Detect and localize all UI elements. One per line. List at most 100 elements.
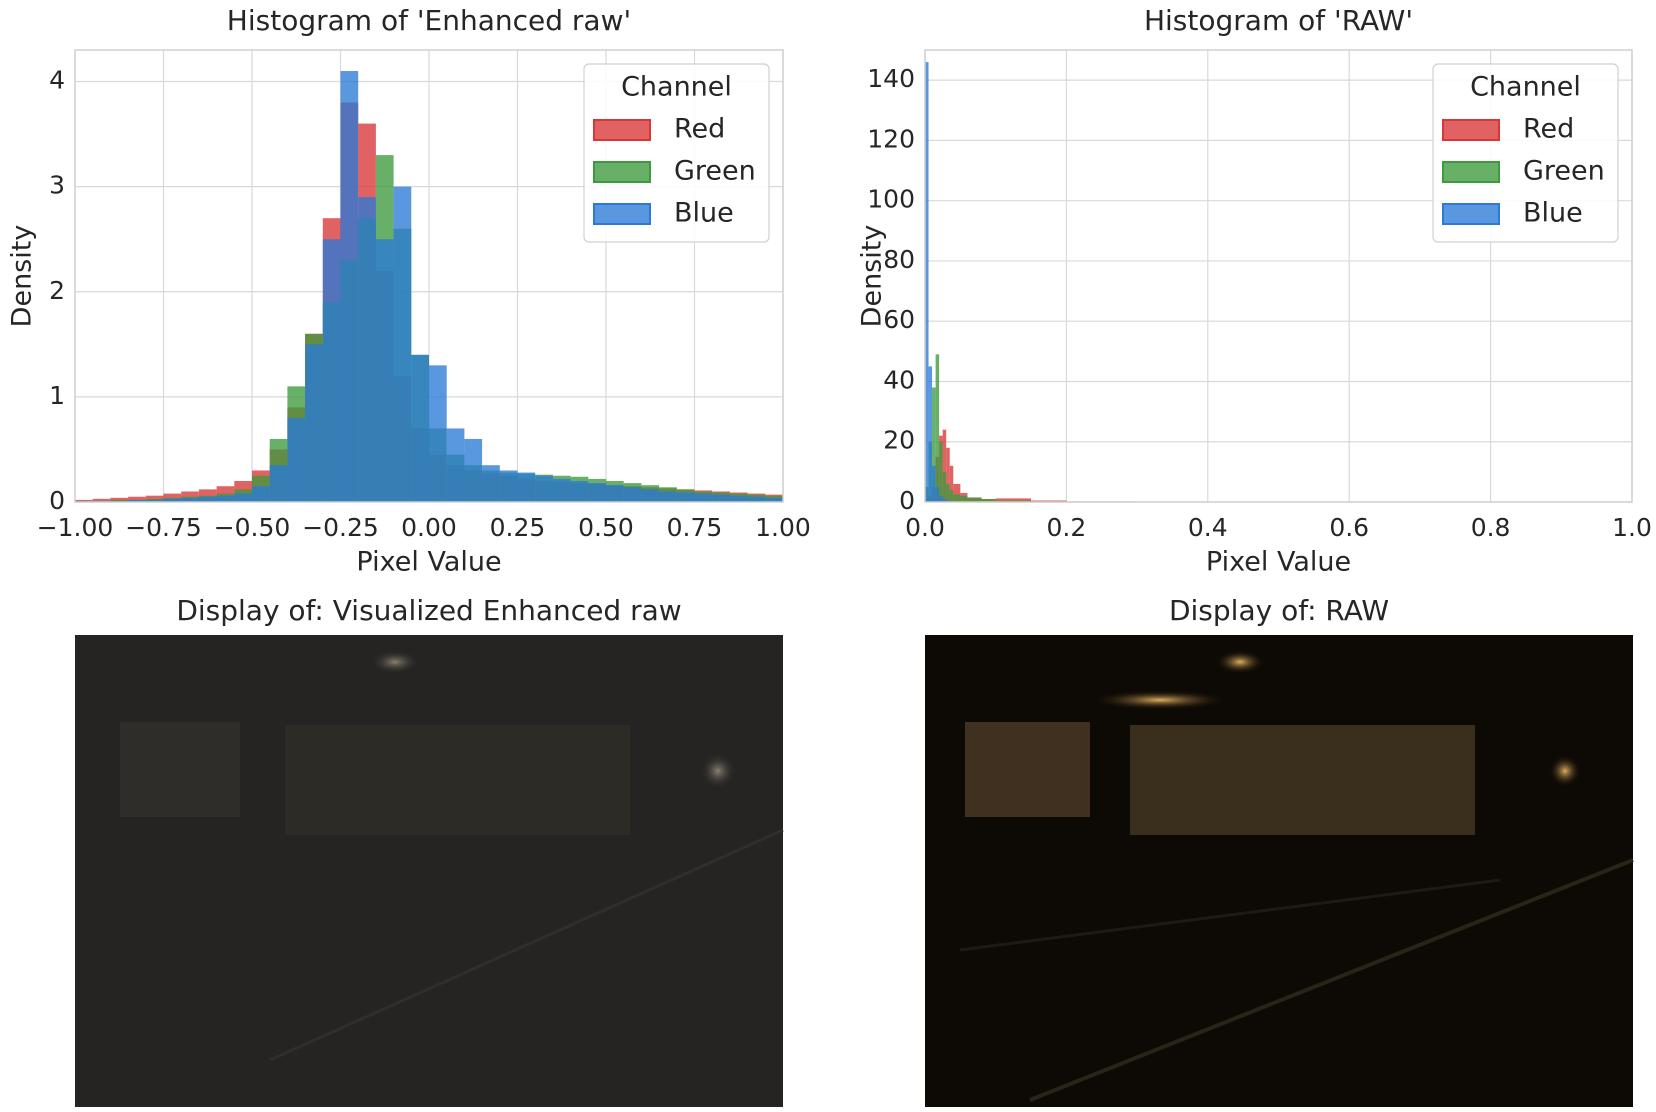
axes-frame	[924, 49, 1633, 503]
histogram-bar	[953, 483, 961, 502]
histogram-bar	[939, 441, 943, 502]
image-line	[959, 878, 1501, 952]
histogram-bar	[517, 472, 536, 502]
histogram-bar	[747, 496, 766, 502]
histogram-bar	[305, 344, 323, 502]
histogram-bar	[234, 493, 252, 502]
legend-box	[1432, 63, 1619, 243]
histogram-bar	[287, 417, 306, 502]
x-tick-label: 0.8	[1471, 513, 1511, 542]
x-tick-label: 0.75	[667, 513, 723, 542]
histogram-bar	[252, 486, 270, 502]
legend-label: Green	[674, 156, 756, 187]
histogram-bar	[995, 498, 1032, 502]
histogram-bar	[411, 354, 429, 502]
histogram-bar	[552, 478, 571, 502]
histogram-bar	[765, 497, 783, 502]
histogram-bar	[340, 71, 359, 502]
chart-title: Histogram of 'Enhanced raw'	[227, 4, 631, 37]
y-tick-label: 140	[867, 64, 915, 93]
x-tick-label: −1.00	[37, 513, 114, 542]
image-region	[285, 725, 630, 835]
histogram-bar	[946, 500, 950, 502]
y-tick-label: 100	[867, 185, 915, 214]
image-light	[370, 650, 420, 674]
histogram-bar	[322, 239, 341, 503]
image	[75, 635, 783, 1107]
histogram-bar	[946, 447, 950, 502]
histogram-bar	[570, 480, 589, 502]
y-tick-label: 60	[883, 305, 915, 334]
histogram-bar	[932, 387, 936, 502]
y-tick-label: 4	[49, 66, 65, 95]
histogram-bar	[676, 492, 695, 502]
image-line	[1029, 858, 1634, 1102]
image-light	[1549, 755, 1581, 787]
x-tick-label: 0.4	[1188, 513, 1228, 542]
legend-label: Blue	[674, 198, 734, 229]
histogram-bar	[606, 485, 624, 502]
histogram-bar	[145, 499, 164, 502]
chart-title: Histogram of 'RAW'	[1144, 4, 1413, 37]
image-region	[965, 722, 1090, 817]
histogram-bar	[482, 465, 500, 502]
image-title: Display of: Visualized Enhanced raw	[176, 594, 681, 627]
y-tick-label: 3	[49, 171, 65, 200]
legend-swatch	[593, 161, 651, 183]
x-tick-label: 0.0	[905, 513, 945, 542]
legend-swatch	[593, 119, 651, 141]
x-tick-label: 1.0	[1612, 513, 1652, 542]
histogram-bar	[1031, 500, 1067, 502]
legend: Channel Red Green Blue	[1432, 63, 1619, 243]
histogram-bar	[128, 499, 146, 502]
histogram-bar	[967, 497, 982, 502]
histogram-bar	[163, 498, 182, 502]
histogram-bar	[446, 428, 465, 502]
y-tick-label: 80	[883, 245, 915, 274]
legend-title: Channel	[1470, 72, 1581, 103]
y-tick-label: 2	[49, 276, 65, 305]
x-tick-label: −0.75	[125, 513, 202, 542]
legend-swatch	[593, 203, 651, 225]
histogram-bar	[942, 498, 947, 502]
axes-frame	[74, 49, 784, 503]
y-axis-label: Density	[857, 225, 888, 328]
x-tick-label: 0.6	[1329, 513, 1369, 542]
histogram-bar	[939, 495, 943, 502]
image-light	[1215, 650, 1265, 674]
legend: Channel Red Green Blue	[583, 63, 770, 243]
y-tick-label: 120	[867, 124, 915, 153]
y-tick-label: 0	[899, 486, 915, 515]
y-tick-label: 20	[883, 426, 915, 455]
image-panel	[925, 635, 1634, 1107]
image	[925, 635, 1633, 1107]
image-panel	[75, 635, 784, 1107]
x-tick-label: −0.25	[302, 513, 379, 542]
legend-label: Blue	[1523, 198, 1583, 229]
y-tick-label: 0	[49, 486, 65, 515]
histogram-bar	[946, 483, 950, 502]
legend-label: Red	[674, 114, 725, 145]
histogram-bar	[928, 366, 933, 502]
x-tick-label: 0.00	[401, 513, 457, 542]
histogram-bar	[932, 465, 936, 502]
y-axis-label: Density	[7, 225, 38, 328]
histogram-bar	[942, 471, 947, 502]
histogram-bar	[981, 498, 996, 502]
legend-label: Green	[1523, 156, 1605, 187]
y-tick-label: 40	[883, 365, 915, 394]
histogram-bar	[960, 495, 968, 502]
histogram-bar	[588, 483, 606, 502]
histogram-bar	[499, 470, 518, 502]
histogram-bar	[949, 465, 954, 502]
histogram-bar	[92, 498, 111, 502]
x-axis-label: Pixel Value	[1206, 547, 1351, 578]
histogram-bar	[641, 489, 660, 502]
histogram-bar	[181, 497, 199, 502]
image-region	[120, 722, 240, 817]
histogram-bar	[995, 500, 1032, 502]
x-tick-label: 0.50	[578, 513, 634, 542]
legend-swatch	[1442, 161, 1500, 183]
histogram-bar	[694, 493, 713, 502]
